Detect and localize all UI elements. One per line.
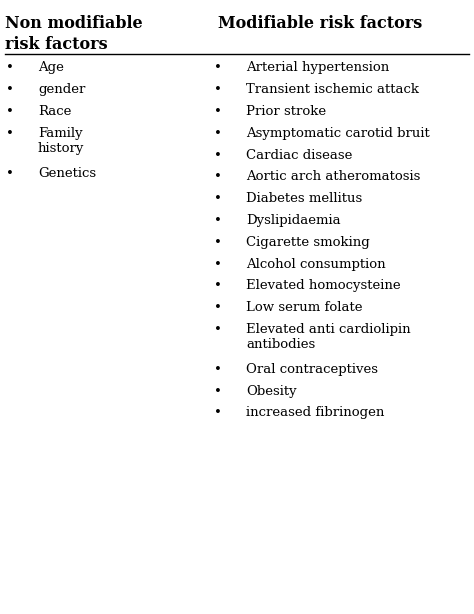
Text: increased fibrinogen: increased fibrinogen <box>246 406 385 419</box>
Text: •: • <box>6 83 13 96</box>
Text: •: • <box>6 166 13 180</box>
Text: Elevated anti cardiolipin
antibodies: Elevated anti cardiolipin antibodies <box>246 323 411 351</box>
Text: Prior stroke: Prior stroke <box>246 105 327 118</box>
Text: •: • <box>214 170 222 184</box>
Text: •: • <box>6 126 13 140</box>
Text: gender: gender <box>38 83 85 96</box>
Text: •: • <box>214 192 222 205</box>
Text: Cigarette smoking: Cigarette smoking <box>246 236 370 249</box>
Text: •: • <box>214 279 222 292</box>
Text: Asymptomatic carotid bruit: Asymptomatic carotid bruit <box>246 126 430 140</box>
Text: •: • <box>214 301 222 314</box>
Text: •: • <box>214 214 222 227</box>
Text: Cardiac disease: Cardiac disease <box>246 149 353 161</box>
Text: Age: Age <box>38 61 64 74</box>
Text: •: • <box>214 83 222 96</box>
Text: Elevated homocysteine: Elevated homocysteine <box>246 279 401 292</box>
Text: Obesity: Obesity <box>246 384 297 398</box>
Text: •: • <box>214 323 222 336</box>
Text: Genetics: Genetics <box>38 166 96 180</box>
Text: Family
history: Family history <box>38 126 84 155</box>
Text: Arterial hypertension: Arterial hypertension <box>246 61 390 74</box>
Text: •: • <box>214 236 222 249</box>
Text: Non modifiable
risk factors: Non modifiable risk factors <box>5 15 142 53</box>
Text: Alcohol consumption: Alcohol consumption <box>246 257 386 271</box>
Text: Race: Race <box>38 105 71 118</box>
Text: Low serum folate: Low serum folate <box>246 301 363 314</box>
Text: Oral contraceptives: Oral contraceptives <box>246 363 378 376</box>
Text: •: • <box>6 105 13 118</box>
Text: Dyslipidaemia: Dyslipidaemia <box>246 214 341 227</box>
Text: •: • <box>214 384 222 398</box>
Text: •: • <box>214 363 222 376</box>
Text: •: • <box>214 105 222 118</box>
Text: •: • <box>214 257 222 271</box>
Text: •: • <box>6 61 13 74</box>
Text: •: • <box>214 61 222 74</box>
Text: •: • <box>214 126 222 140</box>
Text: •: • <box>214 149 222 161</box>
Text: Diabetes mellitus: Diabetes mellitus <box>246 192 363 205</box>
Text: Aortic arch atheromatosis: Aortic arch atheromatosis <box>246 170 421 184</box>
Text: Transient ischemic attack: Transient ischemic attack <box>246 83 419 96</box>
Text: •: • <box>214 406 222 419</box>
Text: Modifiable risk factors: Modifiable risk factors <box>218 15 422 33</box>
